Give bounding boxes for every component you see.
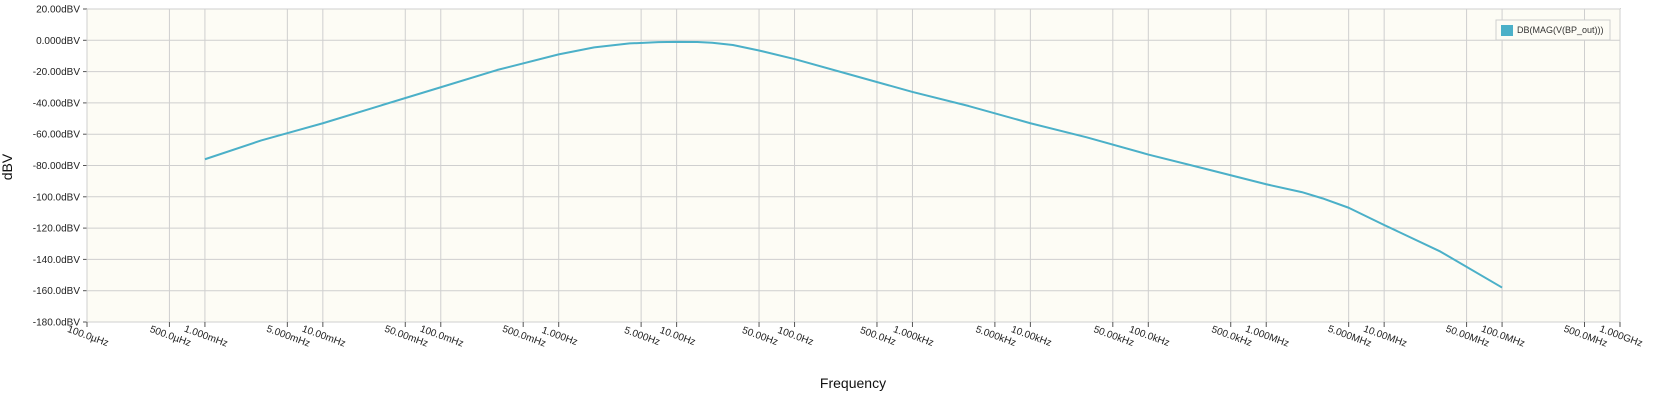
y-axis-title: dBV: [0, 153, 15, 180]
x-tick-label: 500.0Hz: [858, 325, 897, 348]
y-tick-labels: 20.00dBV 0.000dBV -20.00dBV -40.00dBV -60.00…: [33, 5, 81, 329]
x-tick-label: 1.000Hz: [540, 325, 579, 348]
legend-label: DB(MAG(V(BP_out))): [1517, 25, 1604, 35]
y-tick-label: -40.00dBV: [33, 98, 81, 109]
y-tick-label: -180.0dBV: [33, 318, 81, 329]
x-axis-title: Frequency: [820, 375, 886, 391]
y-tick-label: -160.0dBV: [33, 286, 81, 297]
x-tick-label: 10.00kHz: [1010, 324, 1053, 349]
x-tick-label: 5.000Hz: [623, 325, 662, 348]
x-tick-label: 500.0mHz: [501, 324, 548, 350]
y-tick-label: -100.0dBV: [33, 192, 81, 203]
x-tick-label: 100.0µHz: [66, 324, 110, 349]
legend-box: [1495, 19, 1611, 41]
legend-swatch: [1501, 25, 1513, 36]
x-tick-label: 1.000kHz: [892, 324, 935, 349]
y-tick-label: -120.0dBV: [33, 224, 81, 235]
y-tick-label: -80.00dBV: [33, 161, 81, 172]
x-tick-label: 100.0kHz: [1127, 324, 1170, 349]
legend: DB(MAG(V(BP_out))): [1495, 19, 1611, 41]
y-tick-label: -60.00dBV: [33, 130, 81, 141]
series-line: [204, 40, 1503, 289]
y-tick-label: 0.000dBV: [36, 36, 80, 47]
y-tick-label: 20.00dBV: [36, 5, 80, 16]
x-tick-label: 10.00Hz: [658, 325, 697, 348]
x-tick-label: 1.000MHz: [1244, 324, 1291, 350]
grid-layer: [83, 8, 1621, 327]
x-tick-label: 50.00Hz: [741, 325, 780, 348]
x-tick-label: 100.0Hz: [776, 325, 815, 348]
y-tick-label: -20.00dBV: [33, 67, 81, 78]
y-tick-label: -140.0dBV: [33, 255, 81, 266]
